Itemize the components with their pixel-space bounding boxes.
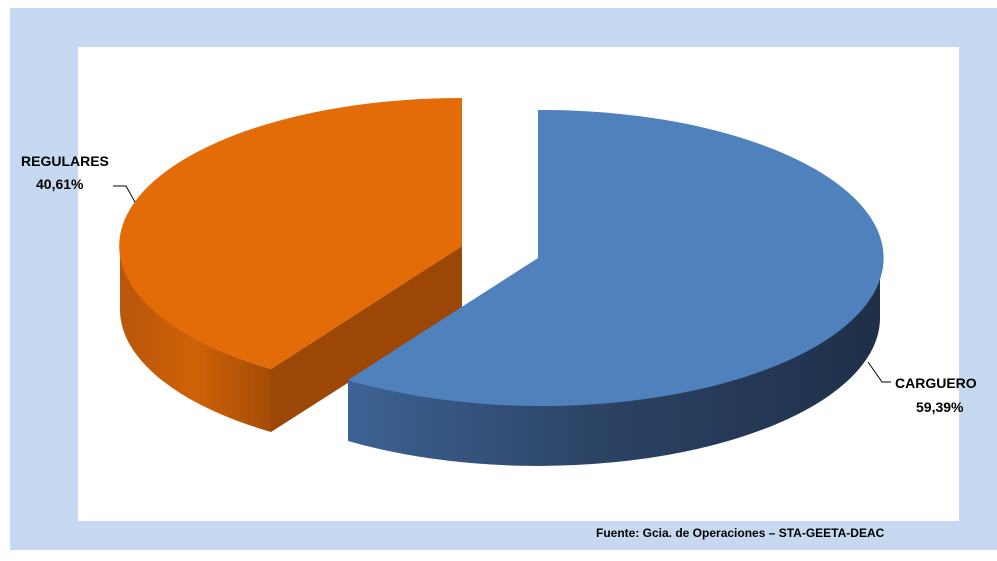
label-carguero-value: 59,39% <box>916 399 964 415</box>
slice-carguero-side <box>348 258 880 466</box>
leader-line-carguero <box>867 361 891 383</box>
label-carguero-name: CARGUERO <box>895 375 977 391</box>
source-note: Fuente: Gcia. de Operaciones – STA-GEETA… <box>596 526 885 540</box>
label-regulares-name: REGULARES <box>21 153 109 169</box>
slice-regulares-top <box>119 97 463 369</box>
slice-carguero <box>348 109 884 466</box>
leader-line-regulares <box>113 185 136 203</box>
slice-regulares-cut-face <box>271 246 462 432</box>
label-regulares-value: 40,61% <box>36 176 84 192</box>
slice-regulares <box>119 97 463 432</box>
slice-carguero-top <box>348 109 884 406</box>
